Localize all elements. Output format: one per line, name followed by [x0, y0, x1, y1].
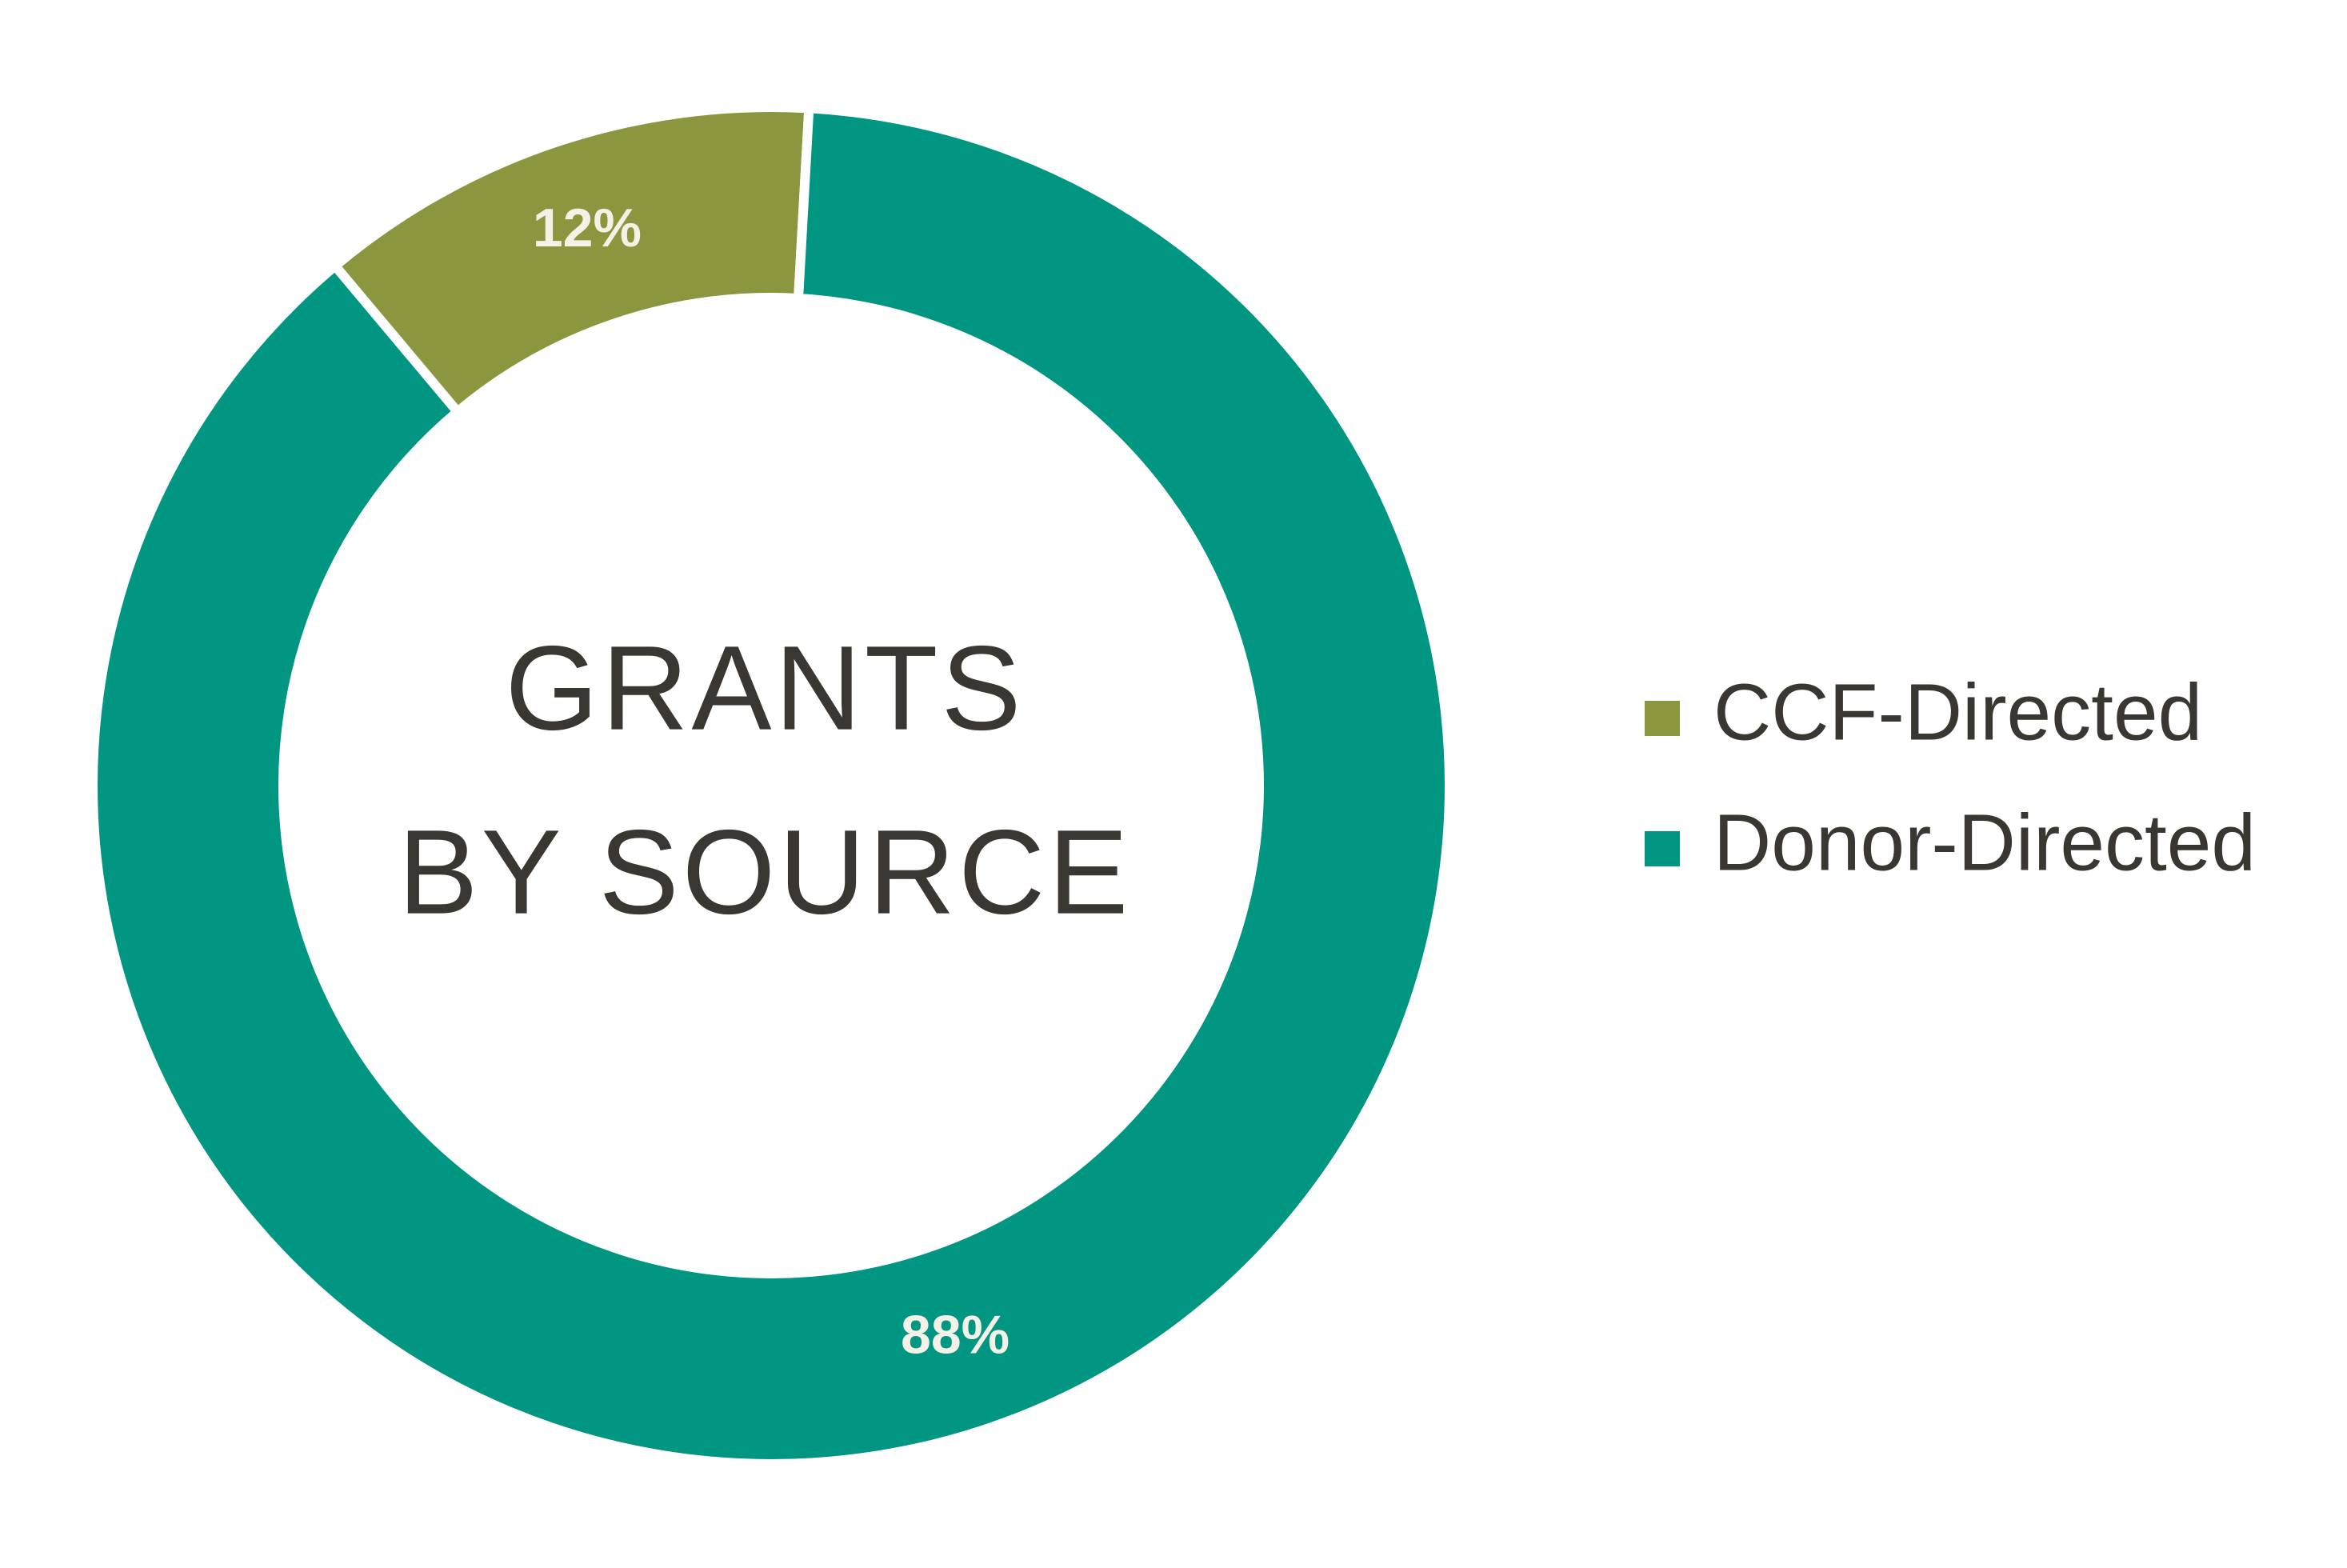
- value-label: 12%: [533, 198, 642, 258]
- chart-title: GRANTS: [505, 621, 1024, 755]
- donut-segment: [88, 102, 1454, 1469]
- legend-label: Donor-Directed: [1713, 798, 2256, 887]
- chart-title: BY SOURCE: [398, 805, 1132, 939]
- legend-label: CCF-Directed: [1713, 667, 2202, 757]
- legend-swatch: [1645, 831, 1680, 866]
- legend-swatch: [1645, 701, 1680, 736]
- value-label: 88%: [901, 1305, 1010, 1366]
